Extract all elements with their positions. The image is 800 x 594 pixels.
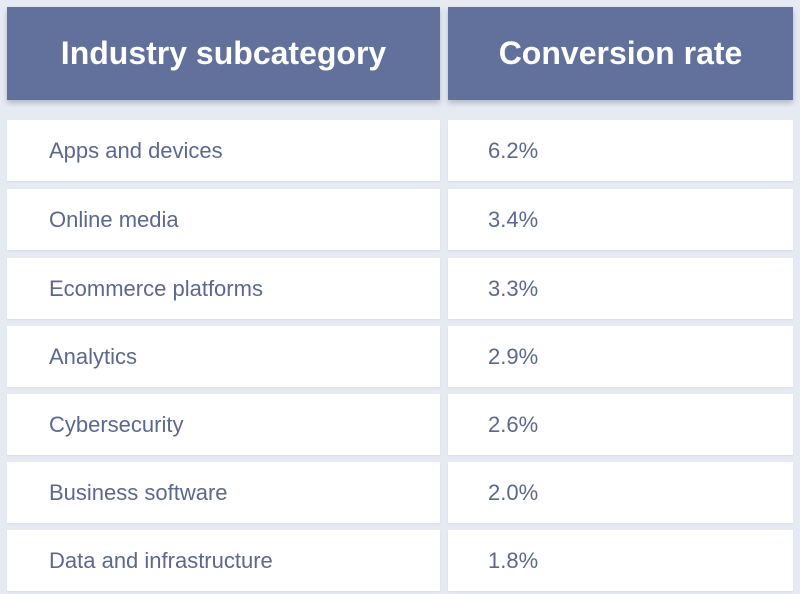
table-row-subcategory: Analytics: [7, 326, 440, 387]
table-row-rate: 2.9%: [448, 326, 793, 387]
column-header-conversion-rate: Conversion rate: [448, 7, 793, 100]
table-row-subcategory: Cybersecurity: [7, 394, 440, 455]
table-row-rate: 2.6%: [448, 394, 793, 455]
table-row-subcategory: Ecommerce platforms: [7, 258, 440, 319]
table-row-rate: 3.4%: [448, 189, 793, 250]
table-row-rate: 3.3%: [448, 258, 793, 319]
table-row-subcategory: Business software: [7, 462, 440, 523]
table-row-rate: 6.2%: [448, 120, 793, 181]
table-row-subcategory: Online media: [7, 189, 440, 250]
table-row-subcategory: Apps and devices: [7, 120, 440, 181]
column-header-subcategory: Industry subcategory: [7, 7, 440, 100]
table-row-rate: 2.0%: [448, 462, 793, 523]
table-row-subcategory: Data and infrastructure: [7, 530, 440, 591]
table-row-rate: 1.8%: [448, 530, 793, 591]
